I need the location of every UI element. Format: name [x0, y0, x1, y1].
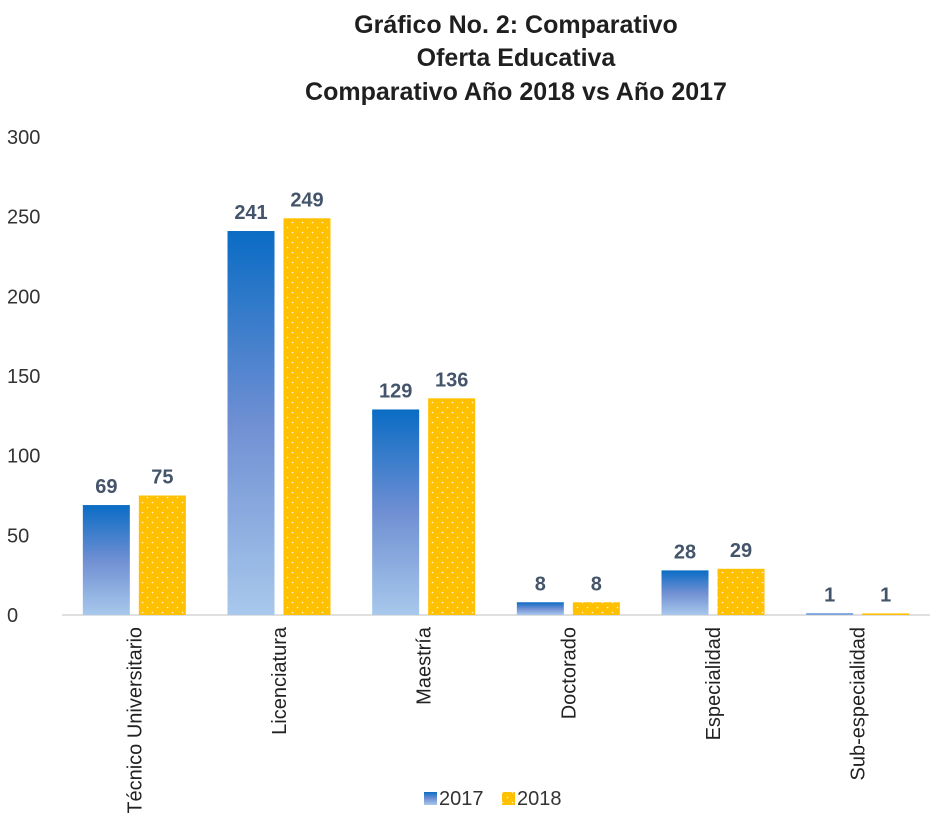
data-label-2017: 69 [95, 476, 117, 498]
y-axis: 0 50 100 150 200 250 300 [7, 127, 40, 627]
legend-label-2018: 2018 [517, 788, 562, 810]
x-tick-label: Técnico Universitario [124, 627, 146, 813]
data-label-2017: 241 [234, 202, 267, 224]
data-labels: 69 75 241 249 129 136 8 8 28 29 1 1 [95, 189, 891, 606]
data-label-2018: 249 [290, 189, 323, 211]
x-tick-label: Doctorado [558, 627, 580, 719]
x-tick-label: Especialidad [703, 627, 725, 740]
chart-title-line: Gráfico No. 2: Comparativo [354, 11, 678, 39]
bars [82, 218, 910, 616]
data-label-2018: 29 [730, 540, 752, 562]
chart-title-line: Oferta Educativa [417, 44, 617, 72]
y-tick-label: 150 [7, 366, 40, 388]
data-label-2017: 1 [824, 584, 835, 606]
data-label-2018: 8 [591, 573, 602, 595]
chart-title: Gráfico No. 2: Comparativo Oferta Educati… [305, 11, 727, 106]
x-tick-label: Maestría [414, 626, 436, 705]
chart-title-line: Comparativo Año 2018 vs Año 2017 [305, 78, 727, 106]
legend-label-2017: 2017 [439, 788, 484, 810]
y-tick-label: 0 [7, 605, 18, 627]
data-label-2018: 136 [435, 369, 468, 391]
bar-2018 [717, 568, 765, 615]
bar-2017 [806, 613, 854, 615]
y-tick-label: 200 [7, 286, 40, 308]
x-tick-label: Sub-especialidad [848, 627, 870, 780]
bar-2017 [227, 231, 275, 616]
data-label-2017: 129 [379, 380, 412, 402]
data-label-2017: 28 [674, 541, 696, 563]
y-tick-label: 250 [7, 207, 40, 229]
legend-swatch-2018 [502, 792, 515, 805]
bar-2017 [372, 409, 420, 615]
x-tick-label: Licenciatura [269, 626, 291, 735]
data-label-2018: 75 [151, 467, 173, 489]
data-label-2018: 1 [880, 584, 891, 606]
bar-2018 [572, 602, 620, 615]
y-tick-label: 100 [7, 446, 40, 468]
bar-2018 [428, 398, 476, 615]
bar-2018 [862, 613, 910, 615]
bar-2017 [661, 570, 709, 615]
y-tick-label: 50 [7, 525, 29, 547]
legend-swatch-2017 [424, 792, 437, 805]
legend: 2017 2018 [424, 788, 562, 810]
bar-2018 [138, 495, 186, 615]
y-tick-label: 300 [7, 127, 40, 149]
bar-2018 [283, 218, 331, 615]
bar-2017 [516, 602, 564, 615]
data-label-2017: 8 [535, 573, 546, 595]
bar-2017 [82, 505, 130, 615]
x-axis: Técnico Universitario Licenciatura Maestrí… [124, 626, 870, 814]
